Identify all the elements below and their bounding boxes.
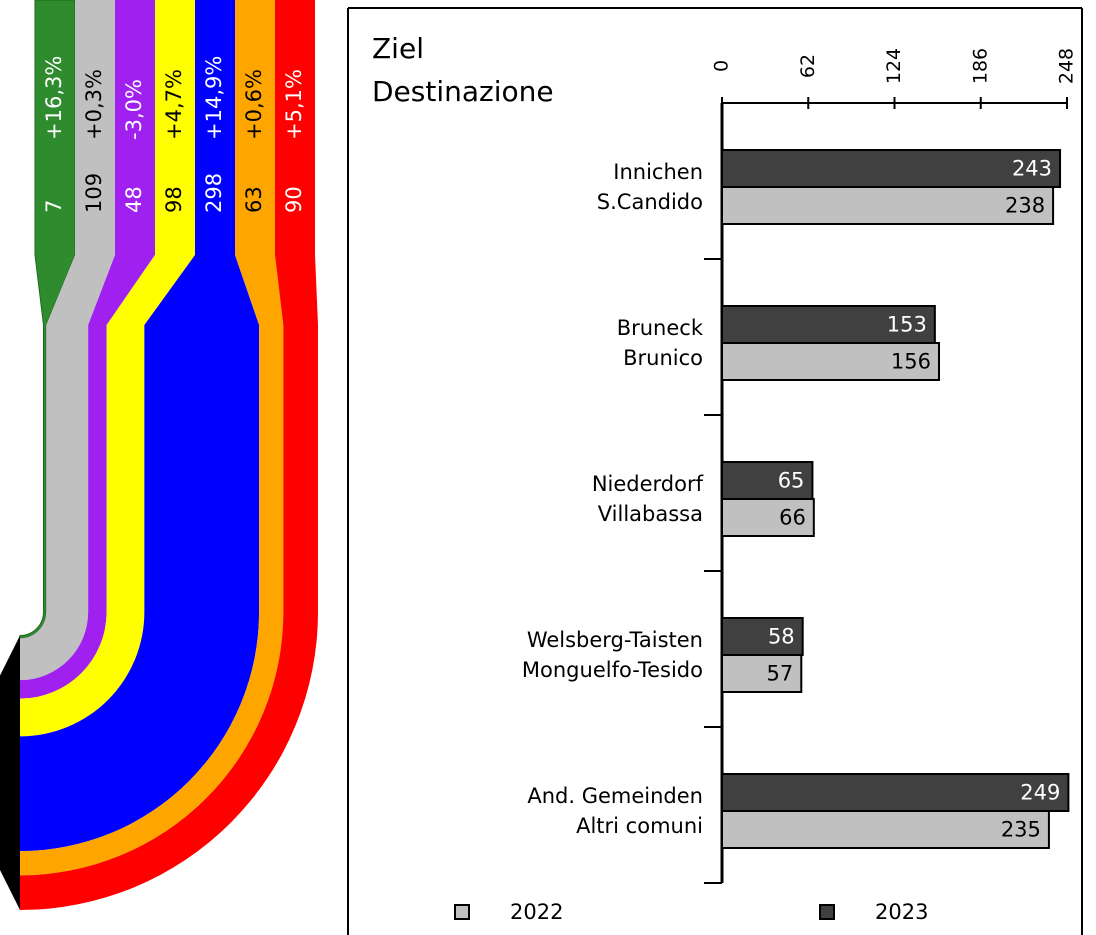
stream-change-label: +0,6% xyxy=(242,69,266,140)
legend-swatch xyxy=(454,904,470,920)
stream-value-label: 48 xyxy=(122,186,146,213)
y-tick-label: Altri comuni xyxy=(576,814,703,838)
stream-change-label: +4,7% xyxy=(162,69,186,140)
flow-stream xyxy=(20,0,195,737)
value-label: 66 xyxy=(779,506,806,530)
bar xyxy=(721,773,1070,812)
value-label: 58 xyxy=(768,625,795,649)
value-label: 153 xyxy=(887,313,927,337)
flow-stream xyxy=(20,0,115,681)
stream-change-label: -3,0% xyxy=(122,79,146,140)
y-tick-label: Innichen xyxy=(613,160,703,184)
bar xyxy=(721,305,936,344)
value-label: 65 xyxy=(778,469,805,493)
y-tick-label: Villabassa xyxy=(598,502,703,526)
value-label: 249 xyxy=(1020,781,1060,805)
value-label: 238 xyxy=(1005,194,1045,218)
bar xyxy=(721,498,815,537)
bar xyxy=(721,186,1055,225)
bar xyxy=(721,654,803,693)
chart-title: Ziel xyxy=(372,32,424,65)
value-label: 156 xyxy=(891,350,931,374)
y-tick-label: And. Gemeinden xyxy=(527,784,703,808)
y-tick-label: Brunico xyxy=(623,346,703,370)
stream-value-label: 109 xyxy=(82,173,106,213)
bar xyxy=(721,461,814,500)
x-tick-label: 124 xyxy=(883,48,905,84)
y-tick-label: Bruneck xyxy=(617,316,704,340)
flow-stream xyxy=(20,0,318,910)
x-tick-label: 186 xyxy=(969,48,991,84)
y-tick-label: Monguelfo-Tesido xyxy=(522,658,703,682)
flow-stream xyxy=(20,0,260,852)
stream-value-label: 63 xyxy=(242,186,266,213)
x-tick-label: 248 xyxy=(1056,48,1078,84)
stream-change-label: +5,1% xyxy=(282,69,306,140)
stream-value-label: 7 xyxy=(42,200,66,213)
chart-title: Destinazione xyxy=(372,75,554,108)
stream-change-label: +16,3% xyxy=(42,56,66,140)
flow-stream xyxy=(20,0,284,876)
bar xyxy=(721,810,1050,849)
stream-change-label: +14,9% xyxy=(202,56,226,140)
stream-change-label: +0,3% xyxy=(82,69,106,140)
stream-value-label: 298 xyxy=(202,173,226,213)
value-label: 243 xyxy=(1012,157,1052,181)
legend-label: 2023 xyxy=(875,900,928,924)
legend-swatch xyxy=(819,904,835,920)
x-tick-label: 62 xyxy=(797,54,819,78)
flow-stream xyxy=(20,0,155,699)
bar xyxy=(721,617,804,656)
bar xyxy=(721,149,1062,188)
y-tick-label: Niederdorf xyxy=(592,472,704,496)
value-label: 57 xyxy=(767,662,794,686)
stream-value-label: 98 xyxy=(162,186,186,213)
legend-label: 2022 xyxy=(510,900,563,924)
y-tick-label: S.Candido xyxy=(597,190,703,214)
flow-arrow xyxy=(0,635,20,910)
stream-value-label: 90 xyxy=(282,186,306,213)
y-tick-label: Welsberg-Taisten xyxy=(527,628,703,652)
value-label: 235 xyxy=(1001,818,1041,842)
x-tick-label: 0 xyxy=(711,60,733,72)
